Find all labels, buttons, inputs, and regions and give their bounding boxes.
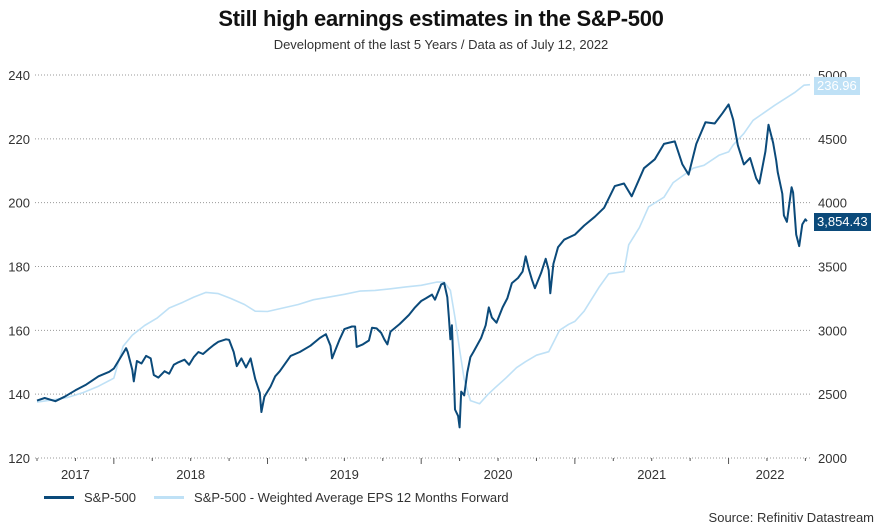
- x-tick-label: 2020: [484, 467, 513, 482]
- x-axis: 2017 2018 2019 2020 2021 2022: [36, 458, 806, 482]
- source-note: Source: Refinitiv Datastream: [708, 510, 874, 525]
- y-right-tick-label: 2500: [818, 387, 847, 402]
- legend-swatch-sp500: [44, 496, 74, 499]
- y-left-tick-label: 220: [8, 132, 30, 147]
- x-tick-label: 2019: [330, 467, 359, 482]
- chart-subtitle: Development of the last 5 Years / Data a…: [273, 37, 609, 52]
- y-right-tick-label: 2000: [818, 451, 847, 466]
- y-right-tick-label: 3000: [818, 323, 847, 338]
- legend-swatch-eps: [154, 496, 185, 499]
- x-tick-label: 2018: [176, 467, 205, 482]
- y-left-tick-label: 200: [8, 196, 30, 211]
- legend-label-sp500: S&P-500: [84, 490, 137, 505]
- sp500-last-value-label: 3,854.43: [814, 213, 871, 232]
- gridlines: [35, 74, 810, 459]
- series-group: [36, 83, 811, 429]
- y-left-tick-label: 140: [8, 387, 30, 402]
- legend-item-eps[interactable]: S&P-500 - Weighted Average EPS 12 Months…: [154, 490, 509, 505]
- y-right-tick-label: 3500: [818, 260, 847, 275]
- y-left-tick-label: 180: [8, 260, 30, 275]
- legend-item-sp500[interactable]: S&P-500: [44, 490, 136, 505]
- y-left-tick-label: 240: [8, 68, 30, 83]
- chart-title: Still high earnings estimates in the S&P…: [218, 6, 664, 31]
- legend: S&P-500 S&P-500 - Weighted Average EPS 1…: [44, 490, 527, 505]
- y-left-tick-label: 160: [8, 323, 30, 338]
- eps-last-value-label: 236.96: [814, 76, 860, 95]
- y-right-tick-label: 4500: [818, 132, 847, 147]
- series-line-sp500: [36, 103, 808, 429]
- x-tick-label: 2022: [756, 467, 785, 482]
- y-left-tick-label: 120: [8, 451, 30, 466]
- x-tick-label: 2021: [637, 467, 666, 482]
- y-right-tick-label: 4000: [818, 196, 847, 211]
- y-axis-left: 120 140 160 180 200 220 240: [8, 68, 30, 466]
- x-tick-label: 2017: [61, 467, 90, 482]
- series-line-eps: [36, 83, 811, 405]
- legend-label-eps: S&P-500 - Weighted Average EPS 12 Months…: [194, 490, 509, 505]
